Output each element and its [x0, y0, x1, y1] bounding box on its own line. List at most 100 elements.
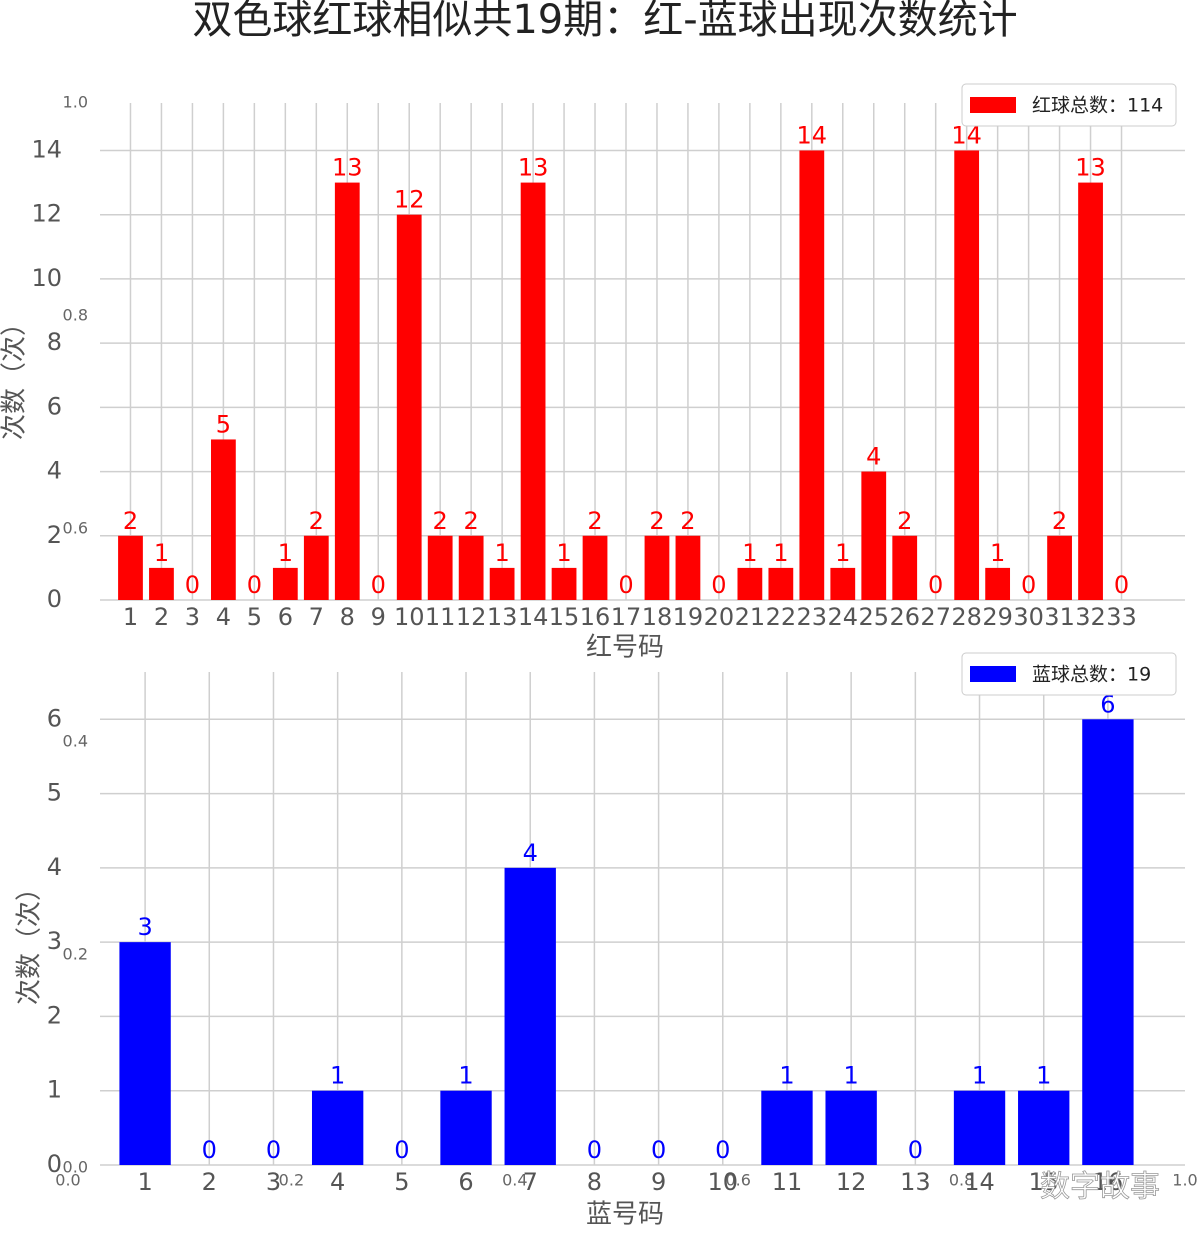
value-label: 2 [587, 507, 602, 535]
value-label: 1 [742, 539, 757, 567]
x-tick-label: 15 [1028, 1168, 1059, 1196]
ghost-y-tick-label: 0.6 [63, 519, 88, 538]
value-label: 1 [773, 539, 788, 567]
bar [489, 567, 515, 600]
y-tick-label: 14 [31, 135, 62, 163]
x-tick-label: 23 [797, 603, 828, 631]
bar [119, 942, 171, 1165]
value-label: 2 [433, 507, 448, 535]
x-tick-label: 7 [523, 1168, 538, 1196]
value-label: 1 [1036, 1062, 1051, 1090]
ghost-x-tick-label: 0.0 [55, 1171, 80, 1190]
bar [1078, 182, 1103, 601]
x-tick-label: 12 [456, 603, 487, 631]
y-tick-label: 10 [31, 264, 62, 292]
x-tick-label: 3 [185, 603, 200, 631]
x-tick-label: 12 [836, 1168, 867, 1196]
x-tick-label: 14 [518, 603, 549, 631]
bar [427, 535, 453, 600]
value-label: 0 [371, 571, 386, 599]
x-tick-label: 9 [371, 603, 386, 631]
x-tick-label: 1 [137, 1168, 152, 1196]
x-tick-label: 24 [828, 603, 859, 631]
x-tick-label: 14 [964, 1168, 995, 1196]
x-tick-label: 16 [1093, 1168, 1124, 1196]
value-label: 0 [202, 1136, 217, 1164]
value-label: 1 [990, 539, 1005, 567]
x-tick-label: 17 [611, 603, 642, 631]
x-tick-label: 2 [202, 1168, 217, 1196]
value-label: 2 [123, 507, 138, 535]
x-tick-label: 7 [309, 603, 324, 631]
bar [149, 567, 174, 600]
bar [118, 535, 143, 600]
bar [396, 214, 422, 600]
watermark: 数字故事 [1040, 1170, 1160, 1205]
bar [520, 182, 546, 601]
value-label: 14 [797, 121, 828, 149]
value-label: 0 [1021, 571, 1036, 599]
value-label: 1 [494, 539, 509, 567]
x-tick-label: 10 [394, 603, 425, 631]
y-axis-label: 次数（次） [15, 875, 45, 1005]
y-tick-label: 0 [47, 1150, 62, 1178]
ghost-y-tick-label: 0.2 [63, 945, 88, 964]
x-tick-label: 16 [580, 603, 611, 631]
ghost-x-tick-label: 0.4 [502, 1171, 527, 1190]
value-label: 2 [897, 507, 912, 535]
value-label: 2 [464, 507, 479, 535]
x-tick-label: 31 [1044, 603, 1075, 631]
x-tick-label: 8 [587, 1168, 602, 1196]
bar [1018, 1090, 1070, 1165]
value-label: 0 [587, 1136, 602, 1164]
value-label: 13 [332, 154, 363, 182]
value-label: 4 [866, 443, 881, 471]
value-label: 1 [972, 1062, 987, 1090]
bar [272, 567, 298, 600]
bar [551, 567, 577, 600]
figure-title: 双色球红球相似共19期：红-蓝球出现次数统计 [192, 0, 1017, 43]
ghost-y-tick-label: 0.0 [63, 1158, 88, 1177]
bar [675, 535, 701, 600]
value-label: 1 [835, 539, 850, 567]
bar [1082, 719, 1134, 1165]
value-label: 0 [266, 1136, 281, 1164]
y-tick-label: 5 [47, 779, 62, 807]
y-tick-label: 2 [47, 521, 62, 549]
y-tick-label: 4 [47, 457, 62, 485]
bar [582, 535, 608, 600]
value-label: 13 [518, 154, 549, 182]
bar [892, 535, 918, 600]
value-label: 1 [154, 539, 169, 567]
y-tick-label: 1 [47, 1076, 62, 1104]
x-tick-label: 26 [889, 603, 920, 631]
x-tick-label: 6 [458, 1168, 473, 1196]
x-tick-label: 4 [216, 603, 231, 631]
y-axis-label: 次数（次） [0, 310, 30, 440]
bar [458, 535, 484, 600]
x-tick-label: 1 [123, 603, 138, 631]
value-label: 0 [715, 1136, 730, 1164]
value-label: 4 [523, 839, 538, 867]
value-label: 6 [1100, 690, 1115, 718]
y-tick-label: 2 [47, 1001, 62, 1029]
value-label: 1 [278, 539, 293, 567]
y-tick-label: 12 [31, 200, 62, 228]
x-tick-label: 5 [247, 603, 262, 631]
y-tick-label: 6 [47, 704, 62, 732]
x-axis-label: 蓝号码 [586, 1200, 664, 1230]
legend-label: 蓝球总数：19 [1032, 664, 1151, 686]
value-label: 1 [556, 539, 571, 567]
value-label: 1 [779, 1062, 794, 1090]
value-label: 1 [458, 1062, 473, 1090]
legend-swatch [970, 666, 1016, 682]
legend-box [961, 83, 1177, 127]
ghost-x-tick-label: 0.8 [949, 1171, 974, 1190]
ghost-y-tick-label: 1.0 [63, 93, 88, 112]
value-label: 0 [247, 571, 262, 599]
x-tick-label: 25 [858, 603, 889, 631]
y-tick-label: 8 [47, 328, 62, 356]
bar [504, 867, 556, 1165]
bar [768, 567, 794, 600]
